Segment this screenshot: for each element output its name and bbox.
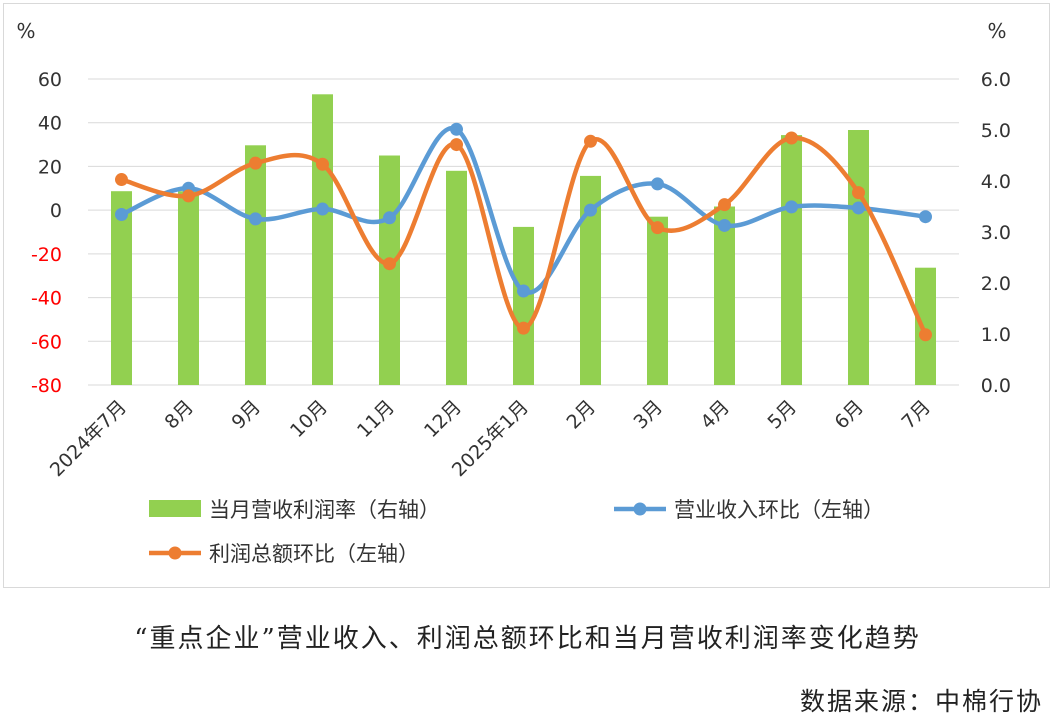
legend-item: 营业收入环比（左轴） [614,498,884,522]
right-axis-unit: % [987,19,1006,43]
data-point [718,218,731,232]
data-point [383,211,396,225]
data-point [785,131,798,145]
bar [446,170,467,385]
data-point [249,156,262,170]
chart-frame: 60 40 20 0 -20 -40 -60 -80 6.0 5.0 4.0 3.0 2.0 1.0 0.… [3,3,1050,588]
bar [915,267,936,385]
bar [379,155,400,385]
legend: 当月营收利润率（右轴） 营业收入环比（左轴） 利润总额环比（左轴） [149,498,884,566]
data-point [316,157,329,171]
left-axis-unit: % [16,19,35,43]
data-point [785,200,798,214]
x-tick-label: 8月 [160,396,198,434]
data-point [249,212,262,226]
right-tick-label: 0.0 [981,375,1011,397]
x-tick-label: 6月 [830,396,868,434]
left-tick-label: -60 [31,331,62,353]
right-tick-label: 1.0 [981,324,1011,346]
bar [580,175,601,385]
series-line-0 [120,125,926,295]
line-series [115,122,932,342]
legend-marker [633,502,647,516]
data-point [651,177,664,191]
left-tick-label: 60 [38,69,62,91]
legend-marker [168,546,182,560]
left-tick-label: 40 [38,113,62,135]
bar [111,191,132,385]
data-point [316,202,329,216]
left-axis: 60 40 20 0 -20 -40 -60 -80 [31,69,62,397]
bar [781,135,802,385]
chart-caption: “重点企业”营业收入、利润总额环比和当月营收利润率变化趋势 [134,624,921,654]
left-tick-label: 20 [38,156,62,178]
data-point [517,321,530,335]
bar [714,206,735,385]
bar [513,226,534,385]
combo-chart: 60 40 20 0 -20 -40 -60 -80 6.0 5.0 4.0 3.0 2.0 1.0 0.… [16,19,1011,566]
right-tick-label: 6.0 [981,69,1011,91]
x-tick-label: 4月 [696,396,734,434]
bar [312,94,333,386]
legend-label: 营业收入环比（左轴） [674,498,884,522]
right-tick-label: 5.0 [981,120,1011,142]
bar [647,216,668,385]
right-tick-label: 3.0 [981,222,1011,244]
x-tick-label: 9月 [227,396,265,434]
x-tick-label: 10月 [286,396,332,442]
x-tick-label: 5月 [763,396,801,434]
bar [178,191,199,385]
data-point [450,122,463,136]
x-tick-label: 2024年7月 [46,396,131,481]
left-tick-label: -20 [31,244,62,266]
data-point [182,189,195,203]
legend-label: 利润总额环比（左轴） [209,542,419,566]
right-tick-label: 4.0 [981,171,1011,193]
data-point [852,186,865,200]
right-tick-label: 2.0 [981,273,1011,295]
legend-item: 当月营收利润率（右轴） [149,498,440,522]
data-point [115,208,128,222]
data-point [450,138,463,152]
data-point [919,328,932,342]
data-point [584,203,597,217]
right-axis: 6.0 5.0 4.0 3.0 2.0 1.0 0.0 [981,69,1011,397]
data-point [115,173,128,187]
x-tick-label: 12月 [420,396,466,442]
legend-swatch [149,500,201,517]
x-tick-label: 3月 [629,396,667,434]
data-point [718,198,731,212]
x-tick-label: 2月 [562,396,600,434]
left-tick-label: 0 [50,200,62,222]
data-point [584,134,597,148]
bar [848,130,869,385]
bar [245,145,266,385]
data-point [852,201,865,215]
legend-label: 当月营收利润率（右轴） [209,498,440,522]
legend-item: 利润总额环比（左轴） [149,542,419,566]
data-point [383,257,396,271]
x-tick-label: 7月 [897,396,935,434]
data-point [517,284,530,298]
data-point [919,210,932,224]
left-tick-label: -40 [31,288,62,310]
left-tick-label: -80 [31,375,62,397]
data-source: 数据来源：中棉行协 [799,687,1043,716]
data-point [651,221,664,235]
x-tick-label: 11月 [353,396,399,442]
